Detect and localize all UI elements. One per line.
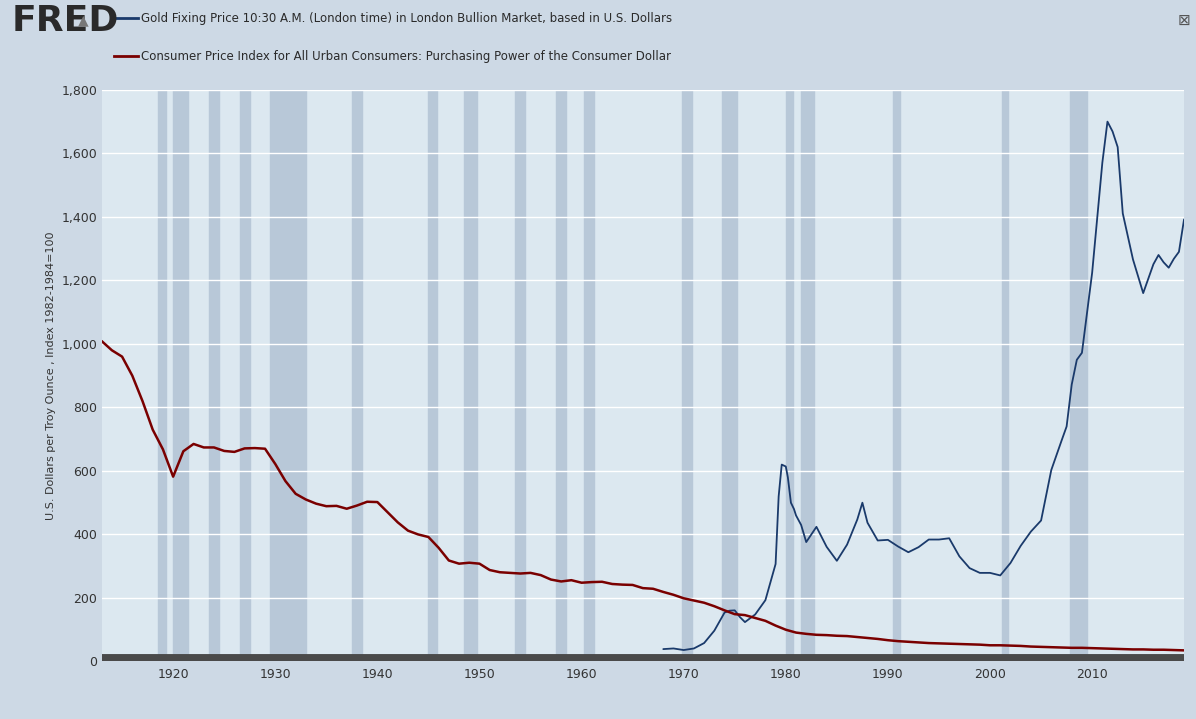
Bar: [1002, 90, 1008, 661]
Bar: [722, 90, 737, 661]
Text: ▲: ▲: [78, 14, 89, 27]
Y-axis label: U.S. Dollars per Troy Ounce , Index 1982-1984=100: U.S. Dollars per Troy Ounce , Index 1982…: [47, 232, 56, 520]
Bar: [239, 90, 250, 661]
Bar: [801, 90, 814, 661]
Bar: [158, 90, 166, 661]
Bar: [556, 90, 566, 661]
Text: FRED: FRED: [12, 4, 120, 37]
Bar: [352, 90, 362, 661]
Bar: [893, 90, 901, 661]
Bar: [1069, 90, 1087, 661]
Text: Consumer Price Index for All Urban Consumers: Purchasing Power of the Consumer D: Consumer Price Index for All Urban Consu…: [141, 50, 671, 63]
Bar: [428, 90, 437, 661]
Bar: [464, 90, 477, 661]
Bar: [209, 90, 219, 661]
Bar: [173, 90, 189, 661]
Bar: [515, 90, 525, 661]
Bar: [270, 90, 306, 661]
Bar: [786, 90, 793, 661]
Bar: [682, 90, 691, 661]
Text: ⊠: ⊠: [1177, 13, 1190, 28]
Bar: [584, 90, 594, 661]
Text: Gold Fixing Price 10:30 A.M. (London time) in London Bullion Market, based in U.: Gold Fixing Price 10:30 A.M. (London tim…: [141, 12, 672, 24]
